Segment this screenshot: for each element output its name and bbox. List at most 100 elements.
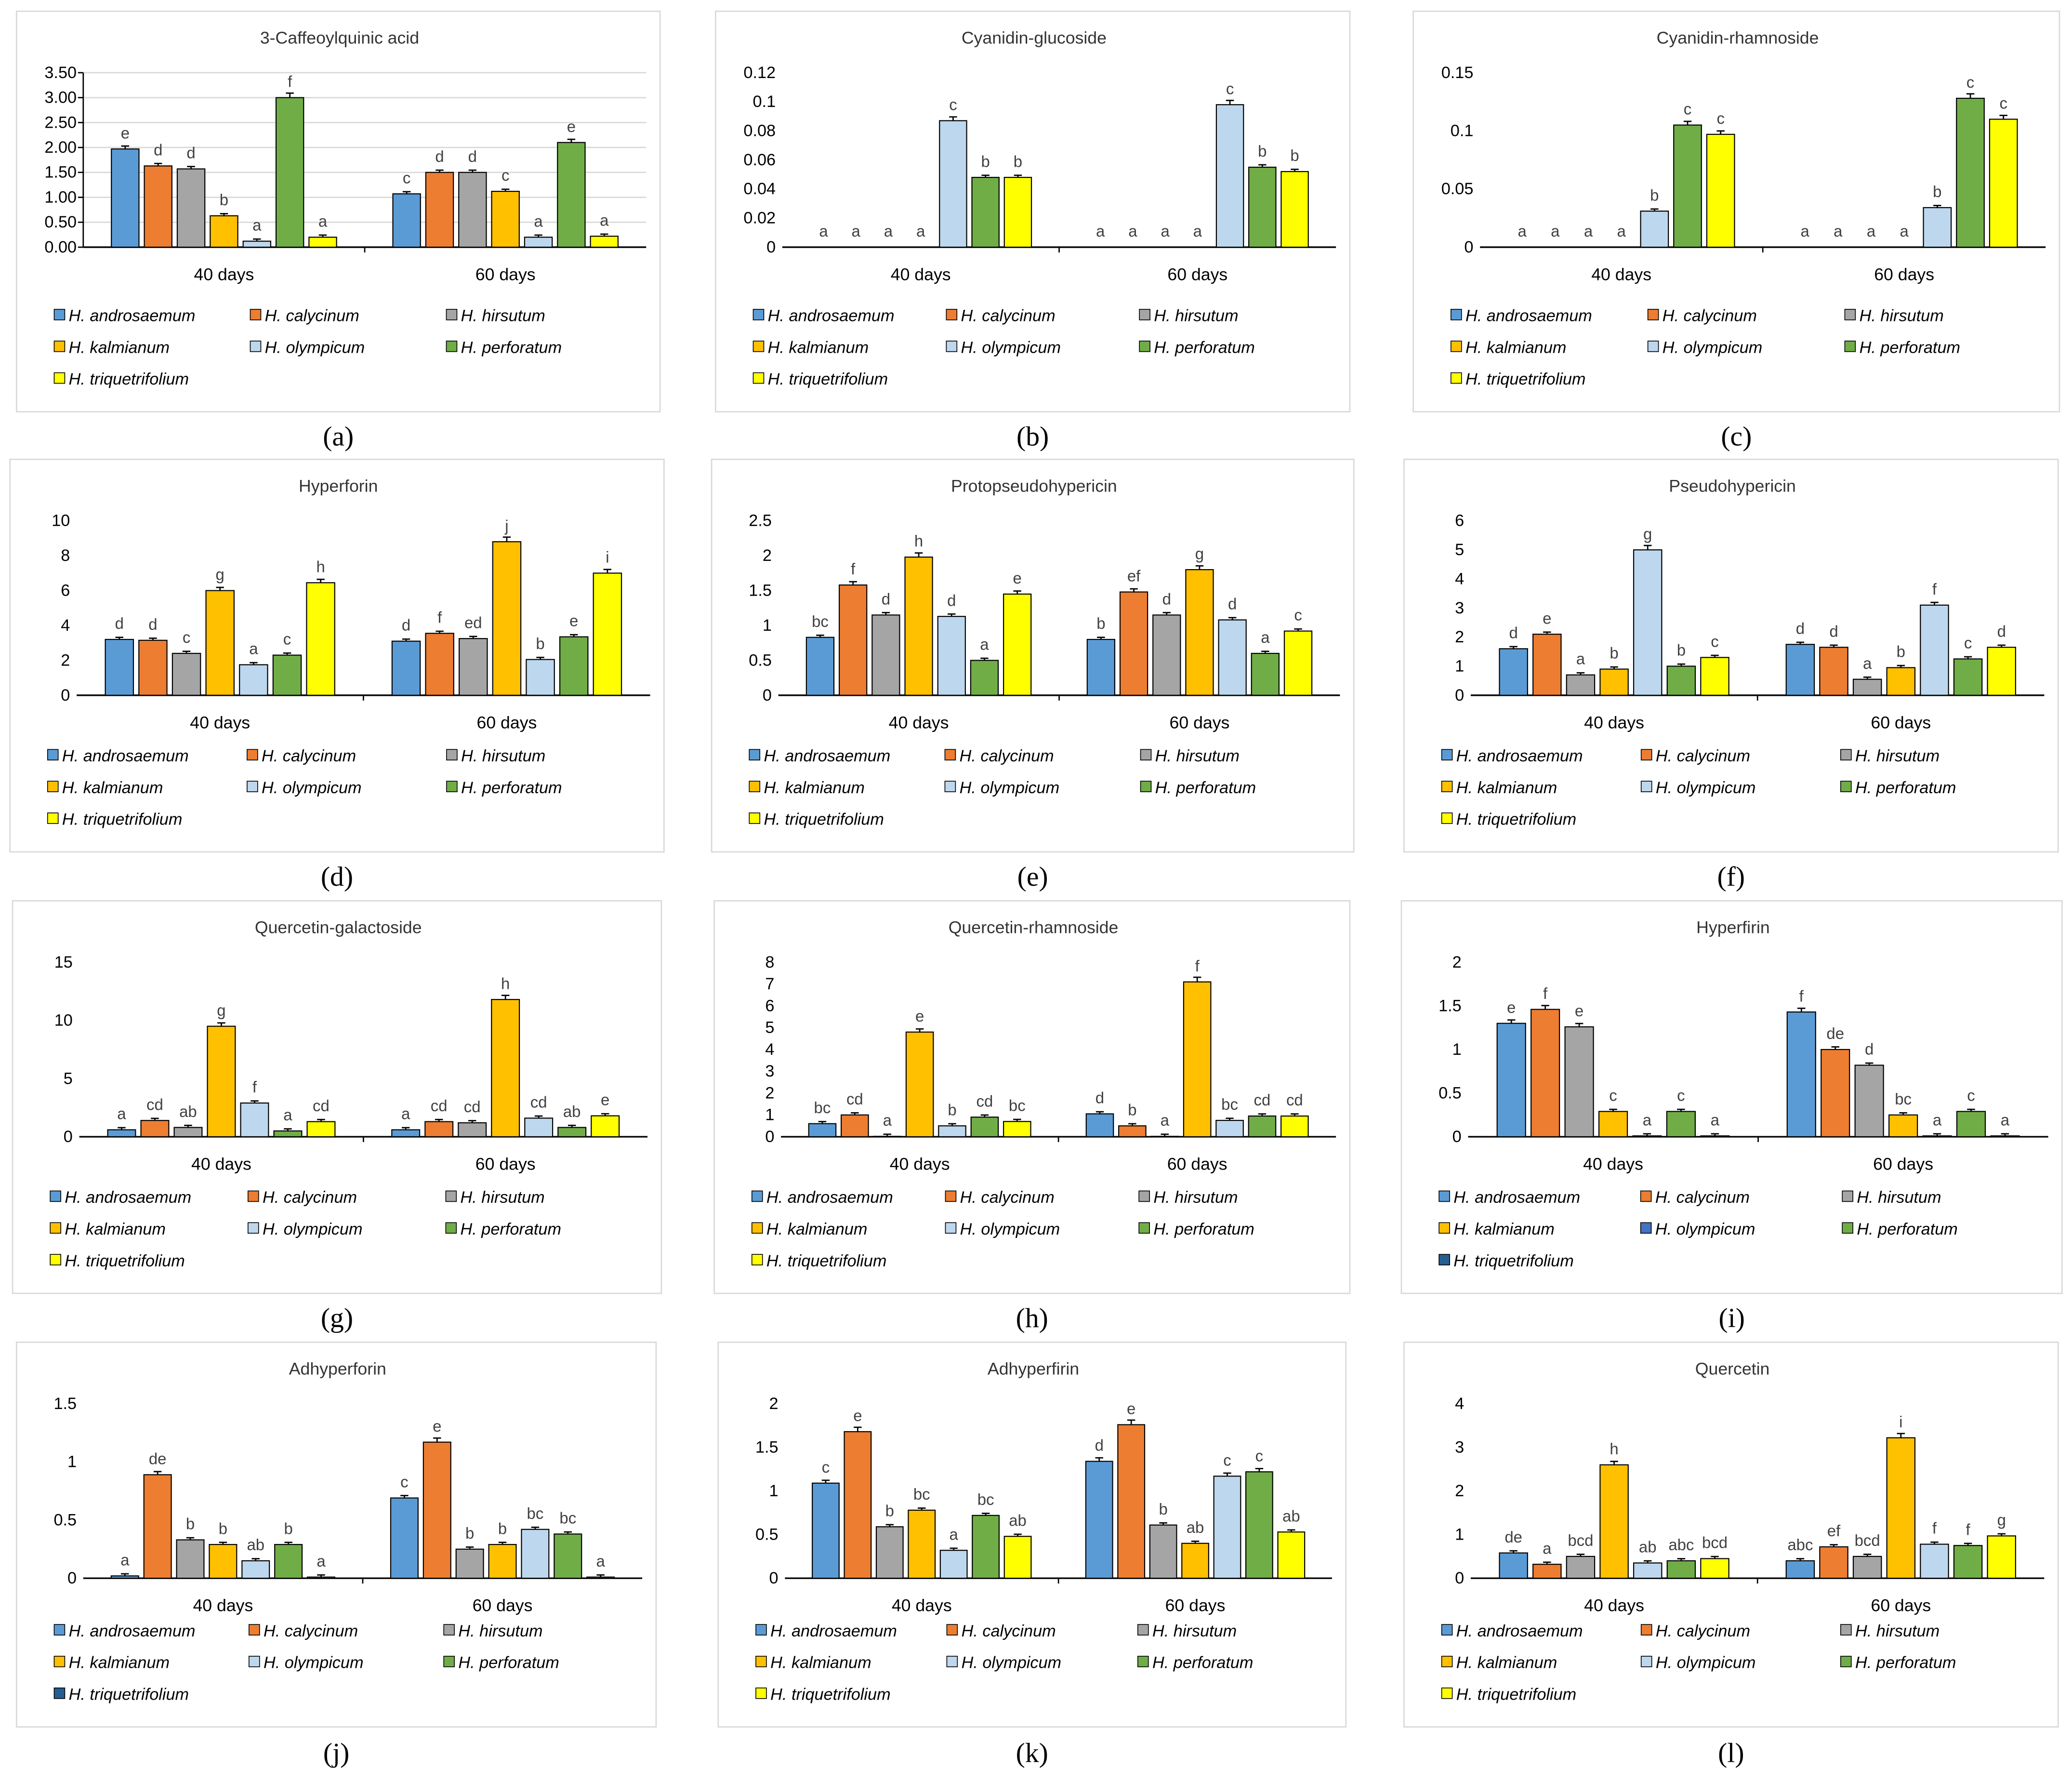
significance-letter: f xyxy=(1195,957,1200,975)
legend-label: H. calycinum xyxy=(264,1622,358,1640)
legend-swatch xyxy=(1844,340,1856,352)
significance-letter: c xyxy=(1294,606,1302,624)
legend-label: H. calycinum xyxy=(1663,307,1757,325)
bar xyxy=(275,97,304,248)
legend-label: H. perforatum xyxy=(1855,779,1956,797)
legend-swatch xyxy=(1139,309,1150,320)
legend-swatch xyxy=(249,1624,260,1636)
chart-panel: Hyperfirin 0 0.5 1 1.5 2 40 days e f e c a c a 60 days… xyxy=(1400,900,2063,1294)
legend-swatch xyxy=(250,309,262,320)
significance-letter: c xyxy=(1255,1447,1263,1464)
significance-letter: d xyxy=(1095,1089,1104,1107)
legend-label: H. kalmianum xyxy=(1456,779,1557,797)
chart-title: Cyanidin-glucoside xyxy=(962,28,1107,48)
chart-title: Cyanidin-rhamnoside xyxy=(1657,28,1819,48)
bar xyxy=(1119,591,1148,696)
y-tick-label: 0 xyxy=(763,686,772,705)
significance-letter: b xyxy=(1128,1101,1136,1119)
legend-swatch xyxy=(752,340,765,352)
legend-label: H. hirsutum xyxy=(1860,307,1944,325)
legend-swatch xyxy=(1441,1624,1453,1636)
y-tick-label: 0.05 xyxy=(1441,180,1474,198)
legend-swatch xyxy=(755,1687,767,1699)
significance-letter: bc xyxy=(977,1490,994,1508)
bar xyxy=(274,1544,303,1579)
legend-label: H. olympicum xyxy=(1663,338,1763,357)
chart-title: Quercetin-rhamnoside xyxy=(949,918,1119,937)
significance-letter: e xyxy=(121,124,130,142)
y-tick-label: 1 xyxy=(1455,657,1464,675)
bar xyxy=(1886,1437,1916,1579)
y-tick-label: 2 xyxy=(1455,628,1464,646)
legend-swatch xyxy=(1140,781,1152,792)
legend-swatch xyxy=(1441,749,1453,761)
bar xyxy=(1283,630,1313,696)
bar xyxy=(488,1544,517,1579)
legend-swatch xyxy=(755,1656,767,1667)
significance-letter: b xyxy=(885,1502,894,1519)
y-tick-label: 4 xyxy=(61,616,70,635)
bar xyxy=(1564,1026,1594,1138)
significance-letter: a xyxy=(117,1105,126,1123)
significance-letter: f xyxy=(1799,987,1804,1005)
legend-swatch xyxy=(53,1687,66,1699)
chart-title: Quercetin-galactoside xyxy=(255,918,422,937)
x-category-label: 60 days xyxy=(1167,265,1227,284)
legend-swatch xyxy=(1647,340,1659,352)
y-tick-label: 0.06 xyxy=(743,151,776,169)
legend-swatch xyxy=(755,1624,767,1636)
significance-letter: g xyxy=(1997,1511,2006,1529)
legend-swatch xyxy=(749,749,761,761)
bar xyxy=(904,556,933,696)
bar xyxy=(805,637,835,696)
y-tick-label: 3.50 xyxy=(44,64,77,82)
bar xyxy=(812,1482,840,1579)
significance-letter: bc xyxy=(1895,1090,1912,1108)
x-category-label: 40 days xyxy=(1591,265,1651,284)
significance-letter: a xyxy=(1800,222,1809,240)
bar xyxy=(557,1127,587,1138)
significance-letter: c xyxy=(1684,100,1691,118)
y-tick-label: 0.5 xyxy=(53,1511,77,1529)
significance-letter: a xyxy=(1096,222,1105,240)
legend-swatch xyxy=(1840,1656,1852,1667)
significance-letter: e xyxy=(569,612,578,630)
legend-label: H. hirsutum xyxy=(1154,307,1238,325)
significance-letter: h xyxy=(914,532,923,550)
legend-swatch xyxy=(47,749,59,761)
legend-swatch xyxy=(1640,781,1652,792)
significance-letter: c xyxy=(949,96,957,114)
legend-swatch xyxy=(247,749,258,761)
y-tick-label: 0 xyxy=(1455,686,1464,705)
legend-swatch xyxy=(751,1222,763,1234)
significance-letter: f xyxy=(437,608,442,626)
legend-swatch xyxy=(47,812,59,824)
bar xyxy=(1531,1009,1560,1138)
legend-swatch xyxy=(1441,1687,1453,1699)
legend-swatch xyxy=(443,1656,455,1667)
significance-letter: b xyxy=(1610,644,1618,662)
bar xyxy=(905,1031,934,1138)
legend-swatch xyxy=(752,309,765,320)
significance-letter: e xyxy=(433,1417,441,1435)
significance-letter: a xyxy=(1161,1111,1170,1129)
legend-label: H. calycinum xyxy=(961,307,1056,325)
legend-label: H. olympicum xyxy=(961,338,1061,357)
bar xyxy=(1149,1524,1177,1579)
chart-panel: Quercetin-galactoside 0 5 10 15 40 days a cd ab g… xyxy=(12,900,662,1294)
bar xyxy=(1956,1111,1986,1138)
bar xyxy=(391,640,421,696)
legend-label: H. perforatum xyxy=(1155,779,1256,797)
chart-title: Hyperfirin xyxy=(1696,918,1770,937)
bar xyxy=(1251,652,1280,696)
significance-letter: a xyxy=(916,222,925,240)
significance-letter: a xyxy=(283,1106,292,1124)
legend-swatch xyxy=(446,749,458,761)
bar xyxy=(140,1120,170,1138)
y-tick-label: 2 xyxy=(763,546,772,565)
bar xyxy=(107,1129,136,1138)
legend-swatch xyxy=(446,781,458,792)
legend-label: H. olympicum xyxy=(1655,1220,1755,1238)
bar xyxy=(424,1121,454,1138)
x-category-label: 40 days xyxy=(190,713,250,732)
